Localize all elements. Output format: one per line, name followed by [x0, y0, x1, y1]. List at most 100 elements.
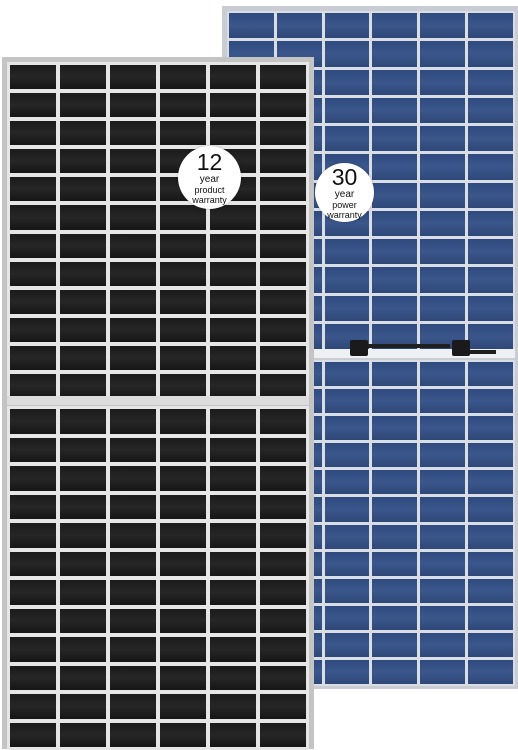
solar-cell	[160, 551, 206, 576]
solar-cell	[468, 470, 513, 495]
solar-cell	[10, 494, 56, 519]
solar-cell	[468, 295, 513, 321]
solar-cell	[60, 437, 106, 462]
solar-cell	[110, 608, 156, 633]
solar-cell	[468, 267, 513, 293]
solar-cell	[420, 13, 466, 39]
solar-cell	[468, 97, 513, 123]
solar-cell	[10, 665, 56, 690]
solar-cell	[10, 608, 56, 633]
solar-cell	[210, 65, 256, 90]
solar-cell	[372, 239, 418, 265]
product-warranty-label: product warranty	[192, 184, 227, 205]
solar-cell	[110, 345, 156, 370]
solar-cell	[372, 416, 418, 441]
solar-cell	[110, 523, 156, 548]
power-warranty-label: power warranty	[327, 199, 362, 220]
solar-cell	[210, 373, 256, 398]
solar-cell	[260, 437, 306, 462]
solar-cell	[372, 470, 418, 495]
solar-cell	[260, 373, 306, 398]
power-warranty-years: 30	[331, 163, 358, 190]
solar-cell	[160, 317, 206, 342]
solar-cell	[60, 149, 106, 174]
solar-cell	[110, 437, 156, 462]
solar-cell	[60, 289, 106, 314]
solar-cell	[160, 665, 206, 690]
solar-cell	[210, 665, 256, 690]
solar-cell	[60, 177, 106, 202]
solar-cell	[260, 580, 306, 605]
solar-cell	[160, 261, 206, 286]
cable	[470, 350, 496, 354]
solar-cell	[372, 210, 418, 236]
solar-cell	[420, 443, 466, 468]
solar-cell	[260, 177, 306, 202]
solar-cell	[160, 694, 206, 719]
solar-cell	[210, 637, 256, 662]
solar-cell	[324, 267, 370, 293]
solar-cell	[10, 373, 56, 398]
solar-cell	[210, 608, 256, 633]
solar-cell	[468, 362, 513, 387]
solar-cell	[324, 551, 370, 576]
solar-cell	[468, 239, 513, 265]
junction-box-icon	[452, 340, 470, 356]
product-warranty-years: 12	[196, 148, 223, 175]
solar-cell	[468, 389, 513, 414]
solar-cell	[210, 345, 256, 370]
solar-cell	[10, 637, 56, 662]
solar-cell	[10, 523, 56, 548]
solar-cell	[324, 470, 370, 495]
solar-cell	[60, 523, 106, 548]
solar-cell	[372, 605, 418, 630]
solar-cell	[324, 659, 370, 684]
solar-cell	[60, 637, 106, 662]
solar-cell	[260, 121, 306, 146]
front-panel-center-divider	[7, 396, 309, 405]
solar-cell	[372, 154, 418, 180]
solar-cell	[60, 345, 106, 370]
solar-cell	[260, 665, 306, 690]
solar-cell	[60, 93, 106, 118]
solar-cell	[372, 497, 418, 522]
solar-cell	[420, 239, 466, 265]
solar-cell	[210, 437, 256, 462]
solar-cell	[420, 154, 466, 180]
solar-cell	[324, 41, 370, 67]
solar-cell	[110, 149, 156, 174]
solar-cell	[420, 362, 466, 387]
solar-cell	[420, 41, 466, 67]
solar-cell	[10, 409, 56, 434]
solar-cell	[160, 409, 206, 434]
front-panel-bottom-half	[7, 406, 309, 750]
solar-cell	[160, 608, 206, 633]
solar-cell	[260, 494, 306, 519]
solar-cell	[420, 210, 466, 236]
solar-cell	[420, 470, 466, 495]
solar-cell	[160, 345, 206, 370]
solar-cell	[468, 154, 513, 180]
solar-cell	[420, 97, 466, 123]
solar-cell	[60, 608, 106, 633]
solar-cell	[324, 362, 370, 387]
solar-cell	[260, 289, 306, 314]
solar-cell	[420, 524, 466, 549]
solar-cell	[60, 466, 106, 491]
solar-cell	[420, 126, 466, 152]
solar-cell	[372, 126, 418, 152]
solar-cell	[110, 494, 156, 519]
solar-cell	[210, 523, 256, 548]
solar-cell	[210, 409, 256, 434]
solar-cell	[110, 409, 156, 434]
solar-cell	[110, 177, 156, 202]
solar-cell	[468, 69, 513, 95]
solar-cell	[372, 524, 418, 549]
solar-cell	[372, 578, 418, 603]
solar-cell	[420, 659, 466, 684]
solar-cell	[110, 121, 156, 146]
solar-cell	[260, 233, 306, 258]
solar-cell	[60, 409, 106, 434]
solar-cell	[468, 497, 513, 522]
solar-cell	[324, 239, 370, 265]
